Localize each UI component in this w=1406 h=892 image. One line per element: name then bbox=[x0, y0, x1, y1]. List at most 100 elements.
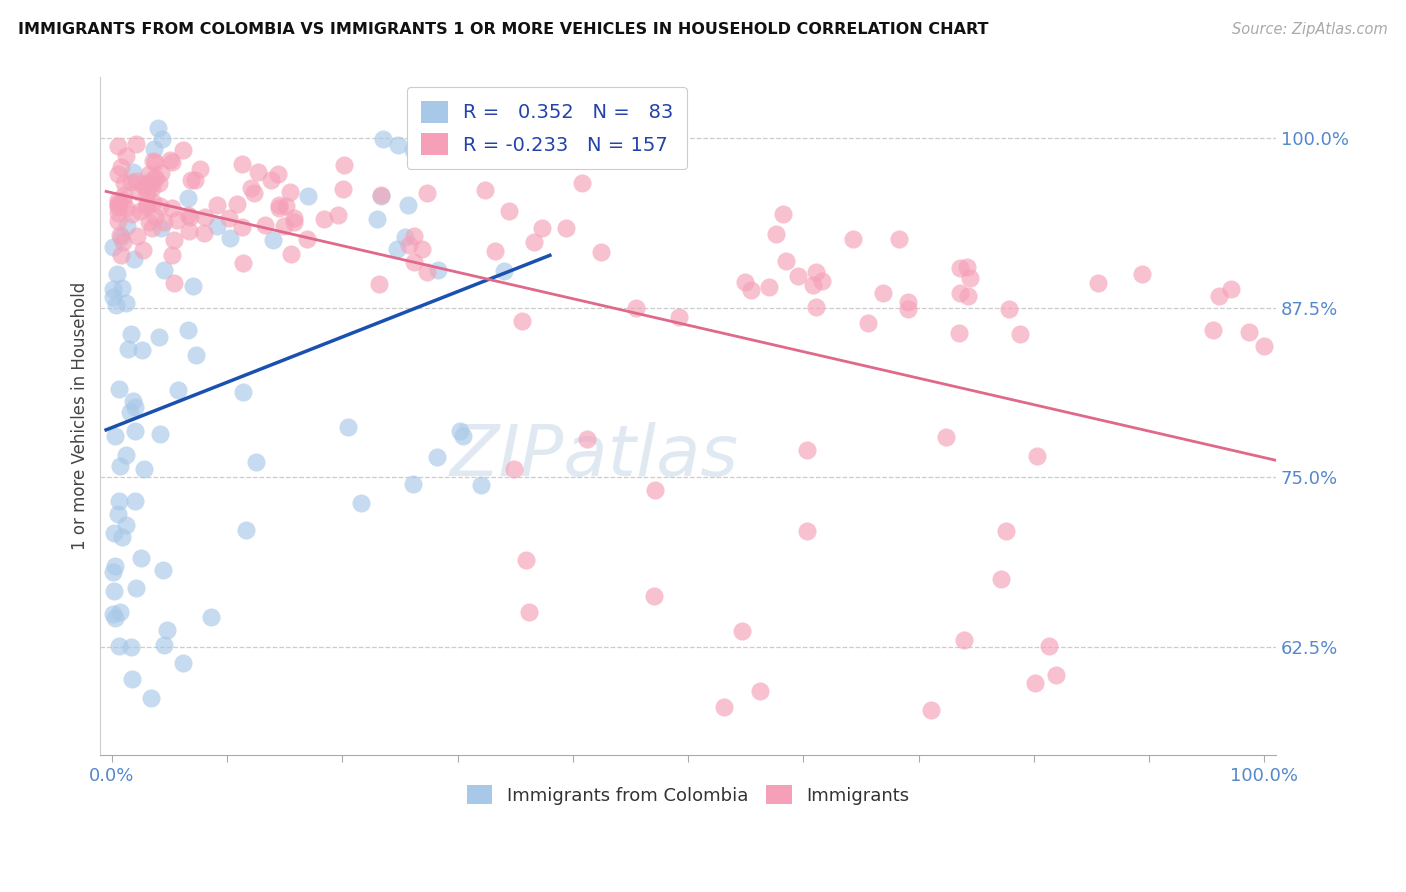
Point bbox=[240, 181, 263, 195]
Point bbox=[402, 255, 425, 269]
Point bbox=[101, 282, 124, 296]
Point bbox=[125, 581, 148, 595]
Point bbox=[897, 301, 920, 316]
Point bbox=[373, 132, 395, 146]
Point bbox=[449, 424, 471, 438]
Point bbox=[115, 149, 138, 163]
Point bbox=[502, 462, 524, 476]
Point bbox=[841, 232, 863, 246]
Point bbox=[128, 185, 150, 199]
Point bbox=[273, 219, 295, 233]
Point bbox=[474, 183, 496, 197]
Point bbox=[935, 430, 957, 444]
Point bbox=[245, 455, 267, 469]
Point bbox=[394, 230, 416, 244]
Point bbox=[370, 189, 392, 203]
Point bbox=[107, 196, 129, 211]
Point bbox=[484, 244, 506, 258]
Point bbox=[150, 131, 173, 145]
Point bbox=[125, 136, 148, 151]
Point bbox=[758, 279, 780, 293]
Point bbox=[104, 611, 127, 625]
Point bbox=[110, 228, 132, 243]
Point bbox=[148, 329, 170, 343]
Point bbox=[162, 201, 184, 215]
Point bbox=[643, 589, 665, 603]
Point bbox=[1220, 282, 1243, 296]
Point bbox=[242, 186, 264, 201]
Point bbox=[426, 450, 449, 465]
Point bbox=[948, 326, 970, 341]
Point bbox=[103, 526, 125, 541]
Point bbox=[804, 300, 827, 314]
Point bbox=[107, 507, 129, 521]
Point bbox=[1045, 668, 1067, 682]
Point bbox=[366, 211, 388, 226]
Point bbox=[994, 524, 1017, 539]
Point bbox=[668, 310, 690, 325]
Point bbox=[112, 235, 135, 250]
Point bbox=[278, 186, 301, 200]
Point bbox=[1202, 322, 1225, 336]
Point bbox=[295, 232, 318, 246]
Point bbox=[138, 215, 160, 229]
Point bbox=[772, 207, 794, 221]
Point bbox=[163, 276, 186, 290]
Point bbox=[765, 227, 787, 241]
Point bbox=[260, 172, 283, 186]
Point bbox=[112, 193, 135, 207]
Point bbox=[143, 142, 166, 156]
Point bbox=[103, 607, 125, 622]
Point bbox=[786, 269, 808, 284]
Point bbox=[644, 483, 666, 497]
Point bbox=[1130, 267, 1153, 281]
Point bbox=[105, 267, 128, 281]
Point bbox=[571, 177, 593, 191]
Point bbox=[122, 393, 145, 408]
Point bbox=[387, 138, 409, 153]
Point bbox=[775, 254, 797, 268]
Point bbox=[107, 139, 129, 153]
Point bbox=[120, 640, 142, 655]
Point bbox=[949, 261, 972, 276]
Point bbox=[404, 229, 426, 244]
Point bbox=[1208, 289, 1230, 303]
Point bbox=[166, 384, 188, 398]
Point bbox=[713, 700, 735, 714]
Point bbox=[801, 277, 824, 292]
Point bbox=[121, 207, 143, 221]
Point bbox=[136, 197, 159, 211]
Point bbox=[101, 240, 124, 254]
Point bbox=[179, 210, 201, 224]
Point bbox=[107, 493, 129, 508]
Point bbox=[111, 281, 134, 295]
Point bbox=[184, 348, 207, 362]
Point bbox=[141, 181, 163, 195]
Point bbox=[104, 429, 127, 443]
Point bbox=[297, 189, 319, 203]
Point bbox=[153, 215, 176, 229]
Point bbox=[267, 198, 290, 212]
Point bbox=[108, 639, 131, 653]
Point bbox=[162, 248, 184, 262]
Point bbox=[328, 208, 350, 222]
Point bbox=[149, 199, 172, 213]
Point bbox=[367, 277, 389, 292]
Point bbox=[1038, 639, 1060, 653]
Point bbox=[149, 221, 172, 235]
Point bbox=[226, 196, 249, 211]
Point bbox=[246, 165, 269, 179]
Point bbox=[589, 244, 612, 259]
Point bbox=[120, 175, 142, 189]
Point bbox=[200, 610, 222, 624]
Point bbox=[104, 558, 127, 573]
Point bbox=[856, 317, 879, 331]
Point bbox=[956, 260, 979, 275]
Point bbox=[163, 233, 186, 247]
Point bbox=[232, 385, 254, 400]
Point bbox=[998, 302, 1021, 317]
Point bbox=[101, 289, 124, 303]
Point bbox=[470, 478, 492, 492]
Point bbox=[269, 201, 291, 215]
Point bbox=[872, 285, 894, 300]
